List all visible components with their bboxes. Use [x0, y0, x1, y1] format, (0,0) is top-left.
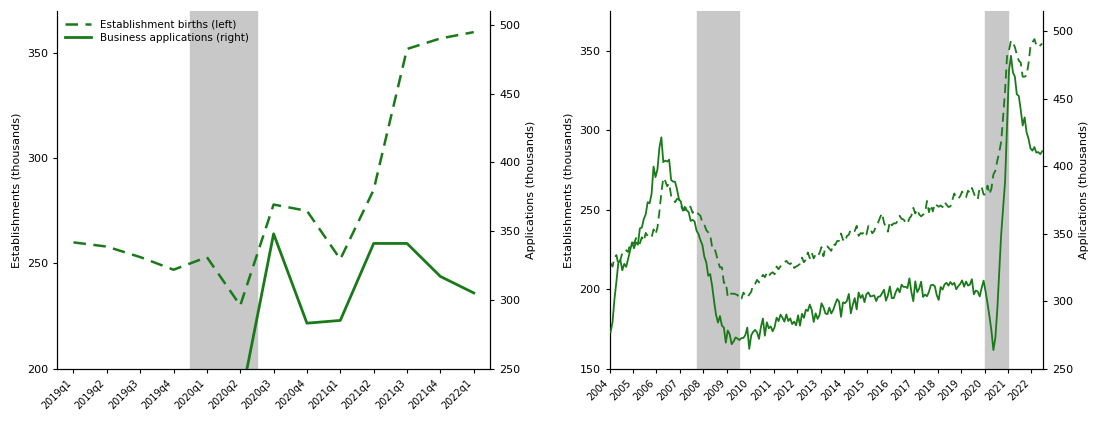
- Bar: [190, 11, 257, 368]
- Legend: Establishment births (left), Business applications (right): Establishment births (left), Business ap…: [62, 16, 252, 46]
- Y-axis label: Applications (thousands): Applications (thousands): [526, 121, 536, 259]
- Bar: [697, 11, 738, 368]
- Y-axis label: Applications (thousands): Applications (thousands): [1079, 121, 1089, 259]
- Bar: [984, 11, 1008, 368]
- Y-axis label: Establishments (thousands): Establishments (thousands): [11, 112, 21, 268]
- Y-axis label: Establishments (thousands): Establishments (thousands): [564, 112, 574, 268]
